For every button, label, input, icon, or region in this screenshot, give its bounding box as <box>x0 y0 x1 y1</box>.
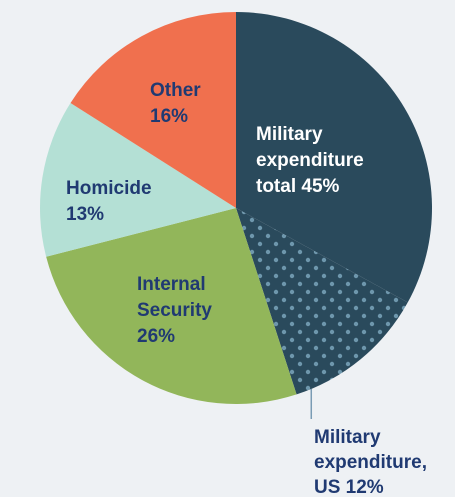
slice-label-line: 13% <box>66 204 104 225</box>
pie-slice-military-us <box>236 208 408 395</box>
slice-label-military-us: Military expenditure, US 12% <box>314 427 427 497</box>
slice-label-internal-security: Internal Security 26% <box>137 274 212 347</box>
slice-label-line: Security <box>137 300 212 321</box>
slice-label-line: Military <box>314 427 381 448</box>
pie-slice-other <box>70 12 236 208</box>
slice-label-line: US 12% <box>314 477 384 497</box>
slice-label-homicide: Homicide 13% <box>66 178 152 225</box>
slices-layer <box>40 12 433 405</box>
slice-label-line: expenditure <box>256 150 364 171</box>
slice-label-line: Internal <box>137 274 206 295</box>
pie-slice-homicide <box>40 102 236 257</box>
slice-label-line: Other <box>150 80 201 101</box>
slice-label-military: Military expenditure total 45% <box>256 124 364 197</box>
slice-label-line: expenditure, <box>314 452 427 473</box>
slice-label-other: Other 16% <box>150 80 201 127</box>
slice-label-line: Homicide <box>66 178 152 199</box>
slice-label-line: 16% <box>150 106 188 127</box>
slice-label-line: Military <box>256 124 323 145</box>
pie-slice-military <box>236 12 433 303</box>
slice-label-line: 26% <box>137 326 175 347</box>
pie-slice-internal-security <box>46 208 297 405</box>
labels-layer: Military expenditure total 45% Military expe… <box>66 80 427 497</box>
slice-label-line: total 45% <box>256 176 340 197</box>
